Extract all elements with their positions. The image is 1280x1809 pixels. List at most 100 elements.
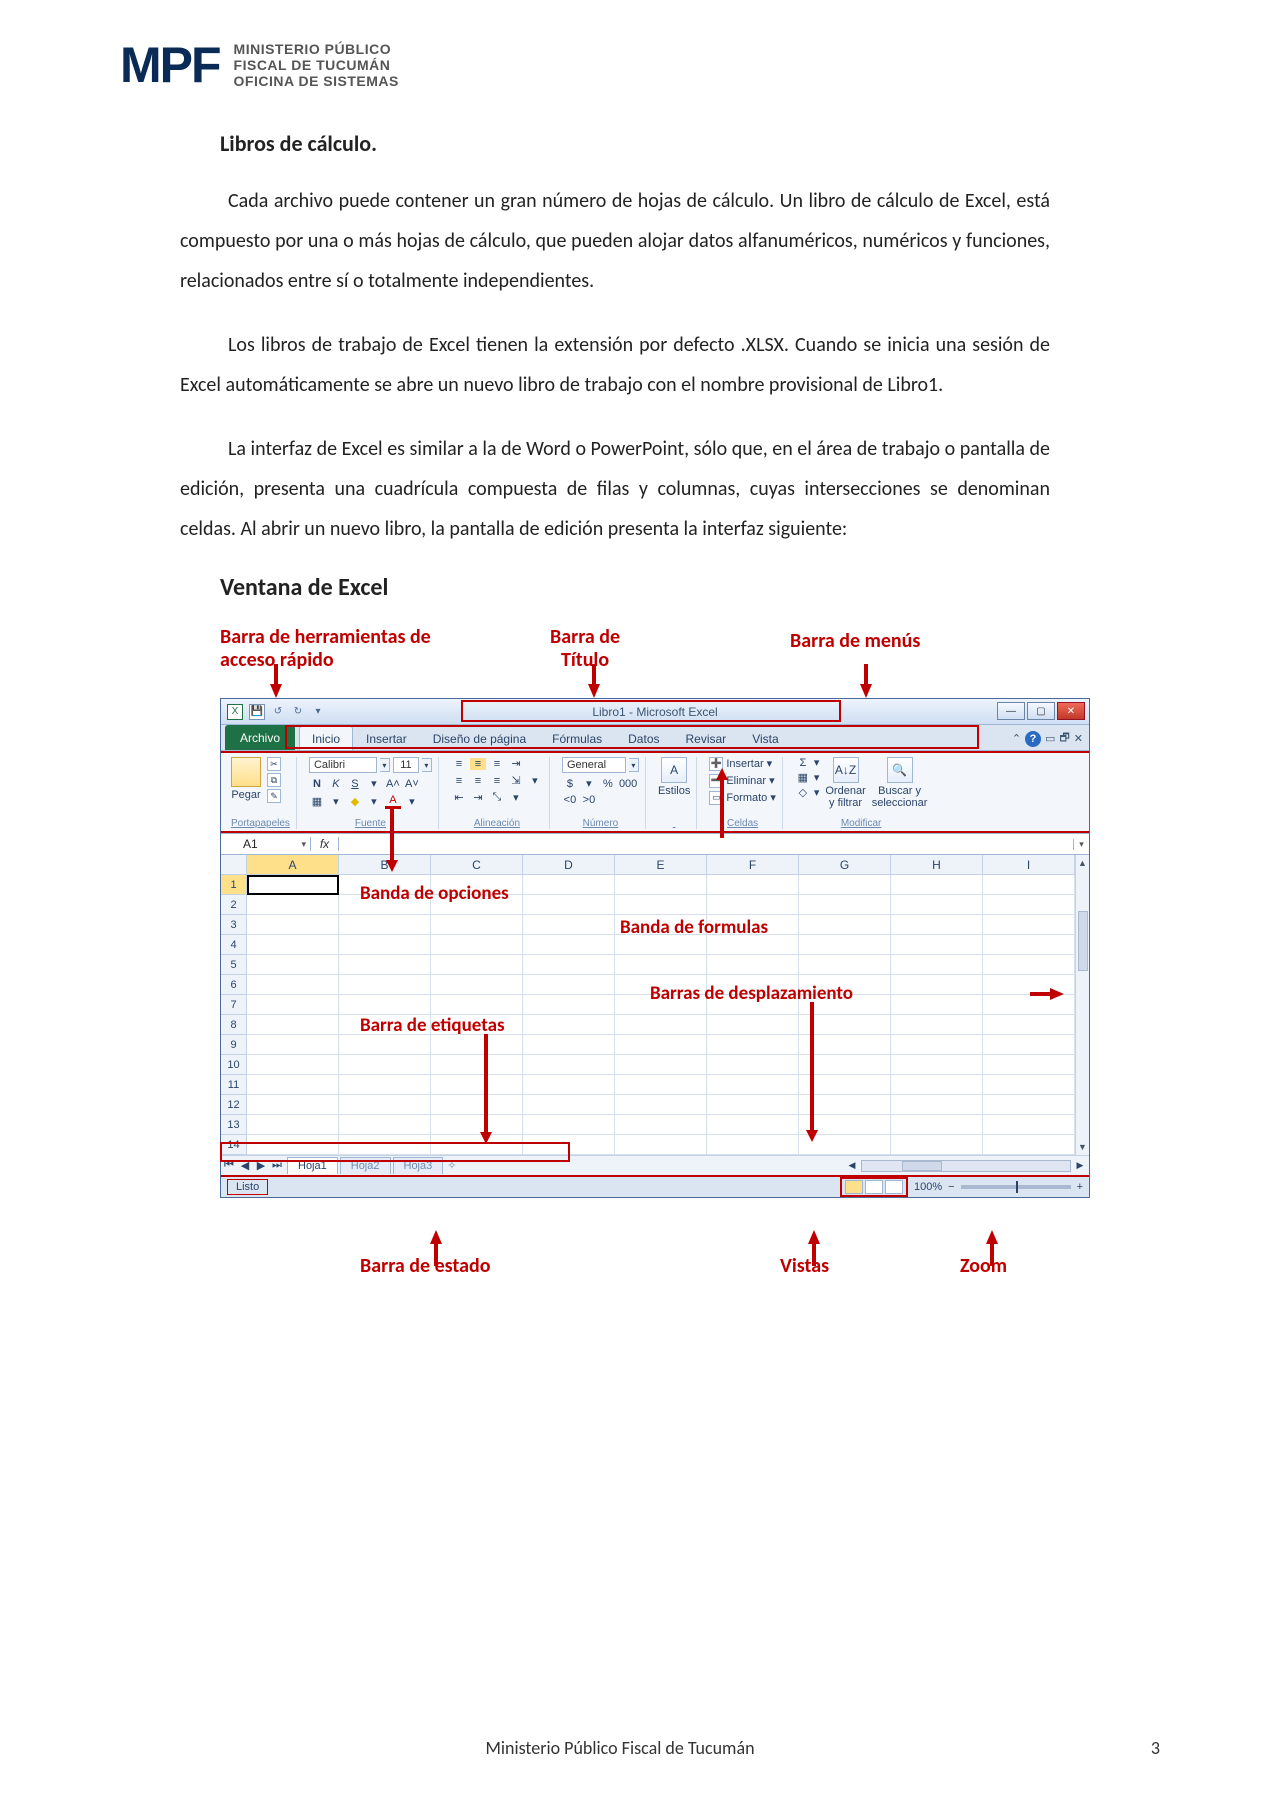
close-button[interactable]: ✕ [1057, 702, 1085, 720]
tab-inicio[interactable]: Inicio [299, 726, 353, 750]
horizontal-scrollbar[interactable]: ◀ ▶ [845, 1160, 1089, 1172]
cell[interactable] [707, 1055, 799, 1075]
cell[interactable] [799, 915, 891, 935]
cell[interactable] [523, 935, 615, 955]
underline-dropdown-icon[interactable]: ▾ [366, 777, 382, 790]
cell[interactable] [615, 895, 707, 915]
sheet-tab-1[interactable]: Hoja1 [287, 1157, 338, 1174]
italic-button[interactable]: K [328, 778, 344, 790]
cell[interactable] [615, 955, 707, 975]
row-header[interactable]: 4 [221, 935, 247, 955]
row-header[interactable]: 12 [221, 1095, 247, 1115]
indent-inc-icon[interactable]: ⇥ [470, 791, 486, 804]
cell[interactable] [983, 935, 1075, 955]
hscroll-thumb[interactable] [902, 1161, 942, 1171]
dec-decrease-icon[interactable]: ˂0 [562, 794, 578, 806]
mdi-restore-icon[interactable]: 🗗 [1059, 729, 1069, 748]
format-painter-icon[interactable]: ✎ [267, 789, 281, 803]
minimize-button[interactable]: — [997, 702, 1025, 720]
cell[interactable] [339, 1015, 431, 1035]
cell[interactable] [983, 1015, 1075, 1035]
cell[interactable] [891, 1055, 983, 1075]
row-header[interactable]: 3 [221, 915, 247, 935]
cell[interactable] [431, 895, 523, 915]
redo-button[interactable]: ↻ [291, 705, 305, 719]
font-name-dropdown-icon[interactable]: ▾ [380, 758, 390, 772]
cell[interactable] [707, 975, 799, 995]
cell[interactable] [891, 975, 983, 995]
cell[interactable] [891, 955, 983, 975]
wrap-text-icon[interactable]: ⇥ [508, 757, 524, 770]
fill-button[interactable]: ▦▾ [795, 772, 820, 784]
grid-body[interactable]: 1234567891011121314 [221, 875, 1075, 1155]
ribbon-collapse-icon[interactable]: ⌃ [1012, 732, 1021, 745]
number-format-dropdown-icon[interactable]: ▾ [629, 758, 639, 772]
cell[interactable] [523, 875, 615, 895]
cell[interactable] [891, 1035, 983, 1055]
row-header[interactable]: 11 [221, 1075, 247, 1095]
sheet-tab-3[interactable]: Hoja3 [393, 1157, 444, 1174]
cell[interactable] [339, 935, 431, 955]
cell[interactable] [247, 935, 339, 955]
cell[interactable] [983, 1115, 1075, 1135]
cell[interactable] [891, 875, 983, 895]
cell[interactable] [247, 875, 339, 895]
font-name-select[interactable]: Calibri [309, 757, 377, 773]
view-layout-button[interactable] [865, 1180, 883, 1194]
cell[interactable] [615, 1055, 707, 1075]
cell[interactable] [523, 1015, 615, 1035]
cell[interactable] [431, 1135, 523, 1155]
col-header-e[interactable]: E [615, 855, 707, 875]
font-size-dropdown-icon[interactable]: ▾ [422, 758, 432, 772]
number-format-select[interactable]: General [562, 757, 626, 773]
cell[interactable] [707, 1015, 799, 1035]
merge-icon[interactable]: ⇲ [508, 774, 524, 787]
cell[interactable] [615, 935, 707, 955]
cell[interactable] [247, 975, 339, 995]
cell[interactable] [523, 1135, 615, 1155]
cell[interactable] [431, 935, 523, 955]
cell[interactable] [339, 1035, 431, 1055]
cell[interactable] [983, 915, 1075, 935]
hscroll-left-icon[interactable]: ◀ [845, 1160, 859, 1171]
cell[interactable] [339, 1135, 431, 1155]
autosum-button[interactable]: Σ▾ [795, 757, 820, 769]
tab-datos[interactable]: Datos [615, 726, 672, 750]
cell[interactable] [707, 875, 799, 895]
scroll-thumb[interactable] [1078, 911, 1088, 971]
cell[interactable] [247, 1035, 339, 1055]
cell[interactable] [707, 1075, 799, 1095]
cell[interactable] [247, 1055, 339, 1075]
hscroll-track[interactable] [861, 1160, 1071, 1172]
cell[interactable] [983, 1035, 1075, 1055]
fx-icon[interactable]: fx [311, 837, 339, 851]
sheet-add-icon[interactable]: ✧ [447, 1159, 456, 1172]
currency-icon[interactable]: $ [562, 778, 578, 790]
row-header[interactable]: 7 [221, 995, 247, 1015]
sheet-nav-last-icon[interactable]: ⏭ [269, 1159, 285, 1172]
cell[interactable] [707, 915, 799, 935]
vertical-scrollbar[interactable]: ▲ ▼ [1075, 855, 1089, 1155]
cell[interactable] [339, 1055, 431, 1075]
cell[interactable] [707, 895, 799, 915]
cell[interactable] [247, 1095, 339, 1115]
tab-insertar[interactable]: Insertar [353, 726, 420, 750]
cell[interactable] [891, 1135, 983, 1155]
cell[interactable] [891, 1115, 983, 1135]
save-icon[interactable]: 💾 [249, 704, 265, 720]
cell[interactable] [615, 875, 707, 895]
cell[interactable] [707, 1115, 799, 1135]
col-header-c[interactable]: C [431, 855, 523, 875]
mdi-close-icon[interactable]: ✕ [1074, 732, 1083, 745]
formula-expand-icon[interactable]: ▾ [1073, 839, 1089, 850]
cell[interactable] [983, 1135, 1075, 1155]
maximize-button[interactable]: ▢ [1027, 702, 1055, 720]
cell[interactable] [523, 1035, 615, 1055]
cell[interactable] [707, 995, 799, 1015]
cell[interactable] [891, 895, 983, 915]
orient-dropdown-icon[interactable]: ▾ [508, 791, 524, 804]
cell[interactable] [247, 895, 339, 915]
zoom-out-button[interactable]: − [948, 1181, 954, 1193]
percent-icon[interactable]: % [600, 778, 616, 790]
currency-dropdown-icon[interactable]: ▾ [581, 777, 597, 790]
